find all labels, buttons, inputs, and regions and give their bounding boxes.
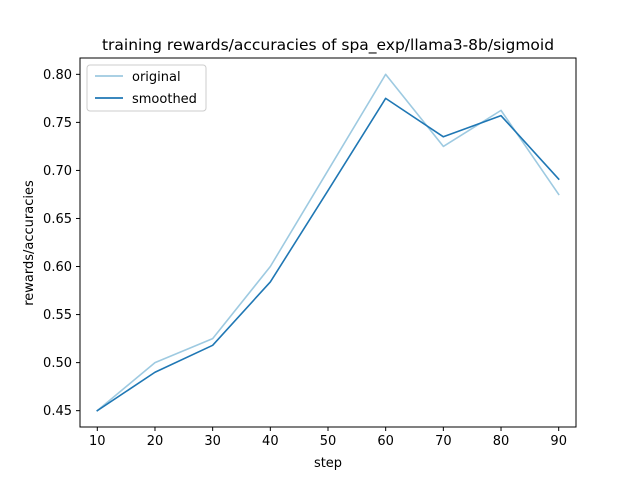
x-tick-label: 50 [320, 434, 337, 449]
y-tick-label: 0.50 [43, 356, 72, 371]
y-tick-label: 0.80 [43, 68, 72, 83]
x-axis-label: step [314, 456, 342, 471]
ticks-layer: 10 20 30 40 50 60 70 80 90 0.45 0.50 0.55 0.60 0.65 0.… [43, 68, 567, 449]
y-tick-label: 0.70 [43, 164, 72, 179]
y-tick-label: 0.45 [43, 404, 72, 419]
y-tick-label: 0.65 [43, 212, 72, 227]
y-tick-label: 0.55 [43, 308, 72, 323]
y-axis-label: rewards/accuracies [22, 180, 37, 306]
x-tick-label: 20 [147, 434, 164, 449]
chart-title: training rewards/accuracies of spa_exp/l… [102, 36, 554, 55]
legend: original smoothed [86, 64, 207, 112]
series-layer [96, 73, 560, 412]
legend-label-smoothed: smoothed [132, 92, 197, 107]
series-line-smoothed [96, 97, 560, 412]
plot-frame [79, 57, 577, 428]
legend-label-original: original [132, 70, 181, 85]
x-tick-label: 60 [377, 434, 394, 449]
x-tick-label: 90 [550, 434, 567, 449]
y-tick-label: 0.60 [43, 260, 72, 275]
x-tick-label: 70 [435, 434, 452, 449]
x-tick-label: 40 [262, 434, 279, 449]
x-tick-label: 10 [89, 434, 106, 449]
x-tick-label: 80 [493, 434, 510, 449]
x-tick-label: 30 [204, 434, 221, 449]
y-tick-label: 0.75 [43, 116, 72, 131]
